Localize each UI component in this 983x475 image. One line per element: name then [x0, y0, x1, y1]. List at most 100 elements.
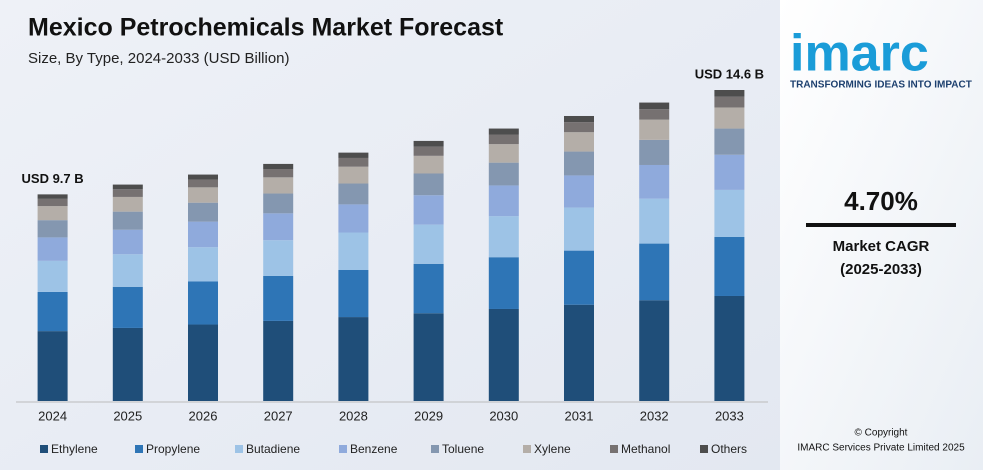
chart-title: Mexico Petrochemicals Market Forecast [28, 14, 504, 42]
bar-segment [263, 275, 294, 321]
chart-subtitle: Size, By Type, 2024-2033 (USD Billion) [28, 50, 290, 67]
x-tick-label: 2031 [565, 408, 594, 423]
bar-segment [413, 313, 444, 401]
bar-segment [564, 132, 594, 152]
bar-segment [112, 327, 143, 401]
bar-segment [488, 134, 519, 145]
bar-segment [263, 320, 294, 401]
bar-segment [413, 195, 444, 225]
bar-segment [714, 128, 745, 155]
logo: imarc [790, 25, 929, 83]
copyright-owner: IMARC Services Private Limited 2025 [797, 443, 965, 454]
bar-segment [413, 263, 444, 314]
x-tick-label: 2027 [264, 408, 293, 423]
x-tick-label: 2033 [715, 408, 744, 423]
legend-label: Butadiene [246, 442, 300, 456]
bar-segment [714, 154, 745, 190]
legend-label: Ethylene [51, 442, 98, 456]
bar-segment [188, 179, 218, 188]
bar-segment [413, 224, 444, 264]
bar-segment [263, 193, 294, 214]
bar-segment [639, 119, 670, 140]
annotation: USD 9.7 B [22, 171, 84, 186]
bar-segment [564, 207, 594, 251]
bar-segment [37, 237, 68, 261]
legend-swatch [700, 445, 708, 453]
bar-segment [488, 216, 519, 258]
bar-segment [37, 198, 68, 207]
bar-segment [488, 185, 519, 217]
bar-segment [263, 240, 294, 276]
bar-segment [263, 169, 294, 178]
legend-swatch [339, 445, 347, 453]
bar-segment [413, 146, 444, 156]
bar-segment [714, 107, 745, 129]
x-tick-label: 2025 [113, 408, 142, 423]
bar-segment [714, 236, 745, 296]
bar-segment [564, 175, 594, 208]
bar-segment [639, 300, 670, 401]
bar-segment [488, 257, 519, 309]
bar-segment [488, 162, 519, 186]
legend-label: Benzene [350, 442, 398, 456]
bar-segment [564, 122, 594, 133]
bar-segment [37, 206, 68, 221]
bar-segment [188, 174, 218, 180]
bar-segment [188, 202, 218, 222]
bar-segment [639, 198, 670, 244]
legend-label: Xylene [534, 442, 571, 456]
bar-segment [37, 194, 68, 199]
cagr-label: Market CAGR [833, 238, 930, 255]
bar-segment [413, 173, 444, 196]
bar-segment [338, 157, 369, 167]
bar-segment [639, 164, 670, 199]
bar-segment [112, 196, 143, 212]
bar-segment [564, 250, 594, 305]
bar-segment [188, 324, 218, 401]
bar-segment [188, 187, 218, 203]
bar-segment [564, 304, 594, 401]
bar-segment [488, 128, 519, 135]
legend-label: Propylene [146, 442, 200, 456]
bar-segment [714, 295, 745, 401]
bar-segment [714, 96, 745, 108]
bar-segment [714, 90, 745, 97]
legend-swatch [610, 445, 618, 453]
bar-segment [37, 331, 68, 401]
bar-segment [338, 232, 369, 270]
bar-segment [338, 183, 369, 205]
x-tick-label: 2024 [38, 408, 67, 423]
legend-swatch [235, 445, 243, 453]
bar-segment [37, 260, 68, 292]
legend-swatch [523, 445, 531, 453]
bar-segment [112, 184, 143, 190]
x-tick-label: 2029 [414, 408, 443, 423]
cagr-period: (2025-2033) [840, 261, 922, 278]
bar-segment [413, 140, 444, 147]
sidebar-background [780, 0, 983, 470]
x-tick-label: 2032 [640, 408, 669, 423]
legend-swatch [135, 445, 143, 453]
legend-label: Methanol [621, 442, 670, 456]
bar-segment [639, 109, 670, 120]
annotation: USD 14.6 B [695, 66, 764, 81]
bar-segment [639, 102, 670, 110]
bar-segment [338, 269, 369, 318]
legend-swatch [431, 445, 439, 453]
bar-segment [639, 139, 670, 165]
x-tick-label: 2026 [189, 408, 218, 423]
x-tick-label: 2030 [489, 408, 518, 423]
bar-segment [37, 291, 68, 332]
bar-segment [112, 189, 143, 197]
bar-segment [714, 189, 745, 237]
legend-label: Others [711, 442, 747, 456]
bar-segment [112, 211, 143, 230]
legend-label: Toluene [442, 442, 484, 456]
x-tick-label: 2028 [339, 408, 368, 423]
bar-segment [37, 220, 68, 238]
tagline: TRANSFORMING IDEAS INTO IMPACT [790, 80, 972, 91]
bar-segment [263, 163, 294, 170]
copyright: © Copyright [855, 428, 908, 439]
bar-segment [112, 229, 143, 255]
